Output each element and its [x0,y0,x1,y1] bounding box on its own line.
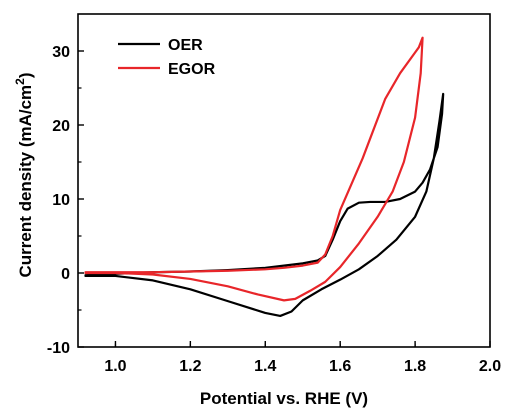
x-axis-ticks: 1.0 1.2 1.4 1.6 1.8 2.0 [104,341,501,375]
y-axis-title-main: Current density (mA/cm [16,85,35,278]
x-tick-label: 1.6 [329,358,351,375]
y-axis-title-superscript: 2 [13,78,27,85]
y-axis-ticks: -10 0 10 20 30 [47,44,84,357]
plot-area [77,13,491,348]
legend-label-oer: OER [168,37,203,54]
plot-border [77,13,491,348]
y-axis-title-close: ) [16,72,35,78]
x-tick-label: 2.0 [479,358,501,375]
legend-label-egor: EGOR [168,61,216,78]
series-line-egor [84,36,424,302]
y-tick-label: 10 [52,192,70,209]
series-layer [84,36,445,318]
series-line-oer [84,92,445,318]
y-tick-label: 20 [52,118,70,135]
y-tick-label: 0 [61,266,70,283]
legend: OER EGOR [118,37,216,78]
y-tick-label: 30 [52,44,70,61]
x-tick-label: 1.4 [254,358,276,375]
y-tick-label: -10 [47,340,70,357]
x-axis-title: Potential vs. RHE (V) [200,389,368,408]
x-tick-label: 1.2 [179,358,201,375]
x-tick-label: 1.8 [404,358,426,375]
x-tick-label: 1.0 [104,358,126,375]
y-axis-title: Current density (mA/cm2) [13,72,35,277]
